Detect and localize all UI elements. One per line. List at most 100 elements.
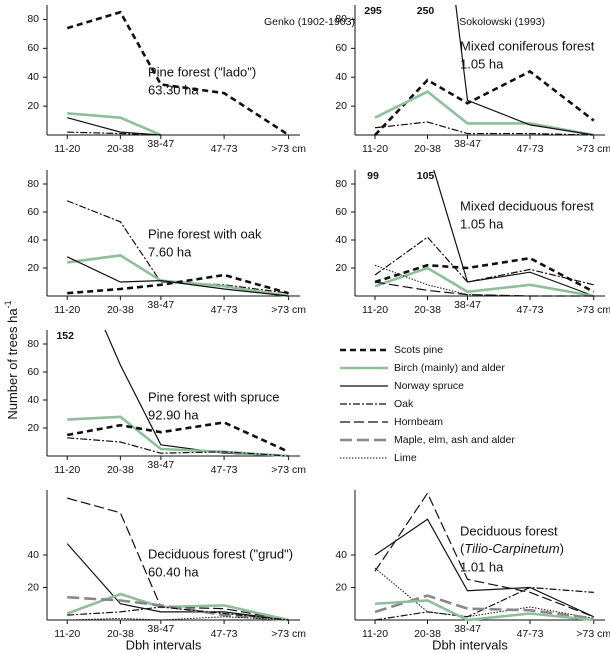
y-tick-label: 80 xyxy=(27,338,39,350)
x-tick-label: 47-73 xyxy=(517,143,544,155)
x-tick-label: 20-38 xyxy=(414,304,441,316)
series-line xyxy=(374,594,594,620)
y-axis-label-text: Number of trees ha xyxy=(5,308,20,420)
legend-label: Hornbeam xyxy=(394,416,443,428)
source-label: Genko (1902-1903) xyxy=(264,16,355,28)
x-tick-label: 47-73 xyxy=(517,304,544,316)
panel-label: Pine forest ("lado") xyxy=(148,64,256,79)
x-tick-label: 38-47 xyxy=(147,299,174,311)
y-tick-label: 40 xyxy=(27,394,39,406)
y-tick-label: 60 xyxy=(27,42,39,54)
series-line xyxy=(67,606,289,621)
series-line xyxy=(67,437,289,457)
panel-label: (Tilio-Carpinetum) xyxy=(460,541,564,556)
y-tick-label: 20 xyxy=(27,262,39,274)
x-tick-label: 38-47 xyxy=(147,623,174,635)
series-line xyxy=(67,200,289,294)
panel-label: 63.30 ha xyxy=(148,82,199,97)
series-line xyxy=(374,121,594,136)
panel-label: Pine forest with spruce xyxy=(148,389,280,404)
y-tick-label: 80 xyxy=(335,13,347,25)
y-tick-label: 60 xyxy=(335,42,347,54)
y-tick-label: 80 xyxy=(27,178,39,190)
x-tick-label: 38-47 xyxy=(454,623,481,635)
y-tick-label: 20 xyxy=(27,422,39,434)
series-line xyxy=(433,170,594,297)
series-line xyxy=(67,273,289,295)
legend-label: Lime xyxy=(394,452,417,464)
x-tick-label: 20-38 xyxy=(107,464,134,476)
series-line xyxy=(67,421,290,453)
x-tick-label: >73 cm xyxy=(271,628,306,640)
panel-label: 1.01 ha xyxy=(460,559,504,574)
y-tick-label: 20 xyxy=(27,581,39,593)
plot-area xyxy=(66,497,289,622)
x-tick-label: 11-20 xyxy=(54,628,80,640)
x-axis-label: Dbh intervals xyxy=(432,637,508,652)
series-line xyxy=(67,415,289,458)
series-line xyxy=(374,69,595,136)
plot-area xyxy=(66,10,290,137)
legend-label: Oak xyxy=(394,398,414,410)
x-tick-label: 47-73 xyxy=(211,464,238,476)
value-label: 152 xyxy=(56,330,74,342)
panel-label: Mixed coniferous forest xyxy=(460,38,595,53)
x-tick-label: 11-20 xyxy=(362,304,388,316)
y-tick-label: 60 xyxy=(335,206,347,218)
x-tick-label: 11-20 xyxy=(362,143,388,155)
legend-label: Birch (mainly) and alder xyxy=(394,362,505,374)
x-tick-label: 38-47 xyxy=(454,138,481,150)
value-label: 99 xyxy=(367,170,379,182)
panel-label: 92.90 ha xyxy=(148,407,199,422)
x-tick-label: 20-38 xyxy=(107,143,134,155)
x-tick-label: 47-73 xyxy=(517,628,544,640)
y-tick-label: 40 xyxy=(335,549,347,561)
x-tick-label: 38-47 xyxy=(147,138,174,150)
y-tick-label: 40 xyxy=(27,234,39,246)
series-line xyxy=(374,586,594,621)
plot-area xyxy=(66,200,289,298)
panel-label: Deciduous forest xyxy=(460,523,558,538)
y-tick-label: 80 xyxy=(335,178,347,190)
series-line xyxy=(374,264,594,297)
panel-label: 1.05 ha xyxy=(460,216,504,231)
panel-label: Mixed deciduous forest xyxy=(460,198,594,213)
x-tick-label: 11-20 xyxy=(54,143,80,155)
panel-label-part: ) xyxy=(560,541,564,556)
series-line xyxy=(104,330,289,457)
x-tick-label: 38-47 xyxy=(454,299,481,311)
y-axis-label-sup: -1 xyxy=(3,300,13,308)
series-line xyxy=(374,567,594,619)
x-tick-label: 38-47 xyxy=(147,459,174,471)
series-line xyxy=(374,492,594,618)
value-label: 295 xyxy=(364,5,382,17)
series-line xyxy=(374,90,594,137)
panel-label-part: Tilio-Carpinetum xyxy=(464,541,559,556)
x-tick-label: 47-73 xyxy=(211,628,238,640)
y-tick-label: 80 xyxy=(27,13,39,25)
series-line xyxy=(67,616,289,621)
panel-label-part: ( xyxy=(460,541,465,556)
y-tick-label: 20 xyxy=(335,581,347,593)
x-tick-label: >73 cm xyxy=(271,304,306,316)
series-line xyxy=(374,256,595,293)
panel-label: Deciduous forest ("grud") xyxy=(148,546,293,561)
x-tick-label: 20-38 xyxy=(414,628,441,640)
panel-label: Pine forest with oak xyxy=(148,226,262,241)
source-label: Sokolowski (1993) xyxy=(459,16,545,28)
panel-label: 7.60 ha xyxy=(148,244,192,259)
x-tick-label: >73 cm xyxy=(271,464,306,476)
x-tick-label: >73 cm xyxy=(576,143,610,155)
legend-label: Norway spruce xyxy=(394,380,464,392)
y-tick-label: 40 xyxy=(335,234,347,246)
plot-area xyxy=(374,492,595,622)
series-line xyxy=(66,543,289,621)
y-tick-label: 60 xyxy=(27,206,39,218)
series-line xyxy=(66,256,289,297)
x-tick-label: 47-73 xyxy=(211,143,238,155)
series-line xyxy=(374,236,594,286)
series-line xyxy=(67,112,162,137)
plot-area xyxy=(374,5,595,137)
x-tick-label: 20-38 xyxy=(107,304,134,316)
